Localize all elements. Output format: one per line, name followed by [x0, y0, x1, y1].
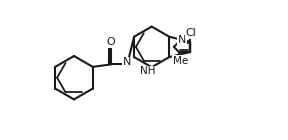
Text: Cl: Cl	[185, 28, 196, 38]
Text: Me: Me	[173, 56, 188, 66]
Text: N: N	[123, 57, 131, 67]
Text: NH: NH	[141, 66, 156, 76]
Text: N: N	[178, 35, 186, 45]
Text: O: O	[106, 37, 115, 47]
